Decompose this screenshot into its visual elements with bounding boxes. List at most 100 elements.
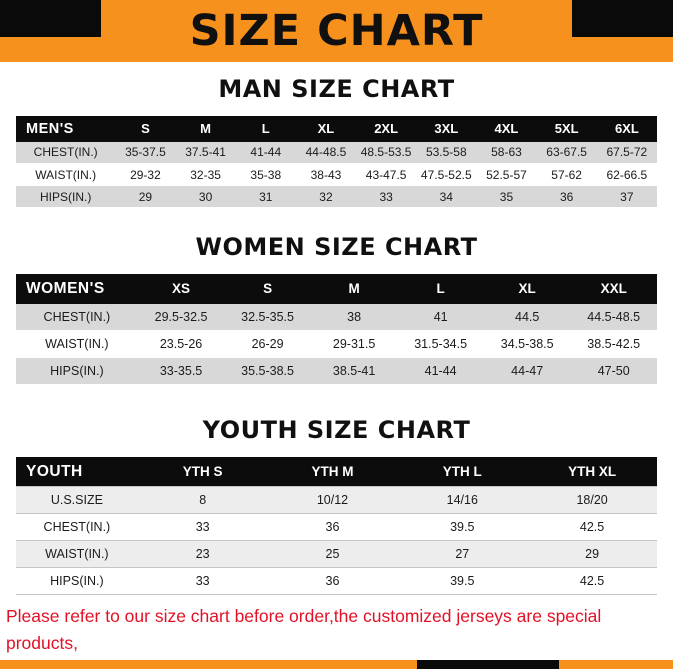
men-size-section: MAN SIZE CHART MEN'S S M L XL 2XL 3XL 4XL 5XL 6XL… — [0, 75, 673, 209]
youth-size-section: YOUTH SIZE CHART YOUTH YTH S YTH M YTH L YTH… — [0, 416, 673, 596]
size-value-cell: 33 — [356, 185, 417, 209]
size-value-cell: 35-37.5 — [115, 141, 176, 165]
size-value-cell: 41-44 — [397, 357, 484, 386]
size-value-cell: 36 — [267, 513, 398, 542]
size-value-cell: 42.5 — [527, 567, 657, 596]
size-value-cell: 39.5 — [397, 513, 528, 542]
size-value-cell: 48.5-53.5 — [356, 141, 417, 165]
size-value-cell: 63-67.5 — [536, 141, 597, 165]
size-value-cell: 32-35 — [175, 163, 236, 187]
row-label: CHEST(IN.) — [16, 141, 116, 165]
size-value-cell: 44.5-48.5 — [570, 303, 657, 332]
men-size-table: MEN'S S M L XL 2XL 3XL 4XL 5XL 6XL CHEST(IN.) 35-37… — [16, 115, 657, 209]
size-column-header: S — [224, 273, 311, 304]
bottom-corner-block — [417, 660, 559, 669]
row-label: WAIST(IN.) — [16, 330, 138, 359]
size-value-cell: 29-32 — [115, 163, 176, 187]
size-value-cell: 31 — [235, 185, 296, 209]
size-value-cell: 41 — [397, 303, 484, 332]
size-column-header: 5XL — [536, 115, 597, 142]
size-value-cell: 8 — [137, 486, 268, 515]
size-column-header: L — [397, 273, 484, 304]
size-value-cell: 47-50 — [570, 357, 657, 386]
youth-section-heading: YOUTH SIZE CHART — [202, 416, 471, 445]
size-value-cell: 30 — [175, 185, 236, 209]
size-value-cell: 33 — [137, 567, 268, 596]
size-column-header: YTH S — [137, 456, 268, 488]
row-label: CHEST(IN.) — [16, 303, 138, 332]
size-value-cell: 44-47 — [483, 357, 571, 386]
size-value-cell: 14/16 — [397, 486, 528, 515]
disclaimer-line-1: Please refer to our size chart before or… — [6, 606, 602, 653]
size-value-cell: 33-35.5 — [137, 357, 225, 386]
size-value-cell: 10/12 — [267, 486, 398, 515]
size-value-cell: 35 — [476, 185, 537, 209]
size-value-cell: 26-29 — [224, 330, 311, 359]
table-row: WAIST(IN.) 23 25 27 29 — [16, 540, 657, 569]
table-row: CHEST(IN.) 35-37.5 37.5-41 41-44 44-48.5 48.5… — [16, 141, 657, 165]
size-value-cell: 29.5-32.5 — [137, 303, 225, 332]
size-value-cell: 23 — [137, 540, 268, 569]
size-column-header: M — [175, 115, 236, 142]
size-column-header: S — [115, 115, 176, 142]
size-value-cell: 44.5 — [483, 303, 571, 332]
size-column-header: XL — [295, 115, 357, 142]
table-row: HIPS(IN.) 29 30 31 32 33 34 35 36 37 — [16, 185, 657, 209]
women-size-section: WOMEN SIZE CHART WOMEN'S XS S M L XL XXL CHEST(… — [0, 233, 673, 386]
size-value-cell: 29 — [115, 185, 176, 209]
size-value-cell: 36 — [536, 185, 597, 209]
size-value-cell: 43-47.5 — [356, 163, 417, 187]
size-value-cell: 44-48.5 — [295, 141, 357, 165]
size-value-cell: 53.5-58 — [416, 141, 477, 165]
table-corner-label: MEN'S — [16, 115, 116, 142]
row-label: WAIST(IN.) — [16, 540, 138, 569]
size-value-cell: 47.5-52.5 — [416, 163, 477, 187]
size-value-cell: 34.5-38.5 — [483, 330, 571, 359]
size-value-cell: 34 — [416, 185, 477, 209]
size-value-cell: 32.5-35.5 — [224, 303, 311, 332]
size-value-cell: 38.5-42.5 — [570, 330, 657, 359]
men-section-heading: MAN SIZE CHART — [218, 75, 455, 103]
table-row: CHEST(IN.) 33 36 39.5 42.5 — [16, 513, 657, 542]
size-column-header: XXL — [570, 273, 657, 304]
banner-corner-block-left — [0, 0, 101, 37]
size-value-cell: 37 — [596, 185, 657, 209]
size-value-cell: 57-62 — [536, 163, 597, 187]
table-row: WAIST(IN.) 29-32 32-35 35-38 38-43 43-47.5 47.… — [16, 163, 657, 187]
table-corner-label: YOUTH — [16, 456, 138, 488]
row-label: CHEST(IN.) — [16, 513, 138, 542]
row-label: U.S.SIZE — [16, 486, 138, 515]
size-value-cell: 52.5-57 — [476, 163, 537, 187]
row-label: HIPS(IN.) — [16, 567, 138, 596]
size-value-cell: 38 — [310, 303, 398, 332]
size-value-cell: 62-66.5 — [596, 163, 657, 187]
size-value-cell: 25 — [267, 540, 398, 569]
size-value-cell: 29 — [527, 540, 657, 569]
size-column-header: YTH XL — [527, 456, 657, 488]
size-column-header: XL — [483, 273, 571, 304]
banner-corner-block-right — [572, 0, 673, 37]
table-row: WAIST(IN.) 23.5-26 26-29 29-31.5 31.5-34.5 34… — [16, 330, 657, 359]
row-label: WAIST(IN.) — [16, 163, 116, 187]
women-size-table: WOMEN'S XS S M L XL XXL CHEST(IN.) 29.5-32.5 32.5… — [16, 273, 657, 386]
size-value-cell: 41-44 — [235, 141, 296, 165]
size-value-cell: 23.5-26 — [137, 330, 225, 359]
banner: SIZE CHART — [0, 0, 673, 62]
size-value-cell: 18/20 — [527, 486, 657, 515]
size-column-header: 2XL — [356, 115, 417, 142]
table-row: U.S.SIZE 8 10/12 14/16 18/20 — [16, 486, 657, 515]
size-value-cell: 35.5-38.5 — [224, 357, 311, 386]
size-column-header: L — [235, 115, 296, 142]
size-value-cell: 33 — [137, 513, 268, 542]
size-value-cell: 27 — [397, 540, 528, 569]
table-corner-label: WOMEN'S — [16, 273, 138, 304]
table-row: HIPS(IN.) 33 36 39.5 42.5 — [16, 567, 657, 596]
size-column-header: YTH L — [397, 456, 528, 488]
size-column-header: 3XL — [416, 115, 477, 142]
table-header-row: WOMEN'S XS S M L XL XXL — [16, 273, 657, 304]
table-header-row: YOUTH YTH S YTH M YTH L YTH XL — [16, 456, 657, 488]
page-title: SIZE CHART — [189, 5, 484, 56]
row-label: HIPS(IN.) — [16, 357, 138, 386]
youth-size-table: YOUTH YTH S YTH M YTH L YTH XL U.S.SIZE 8 10/12… — [16, 456, 657, 596]
